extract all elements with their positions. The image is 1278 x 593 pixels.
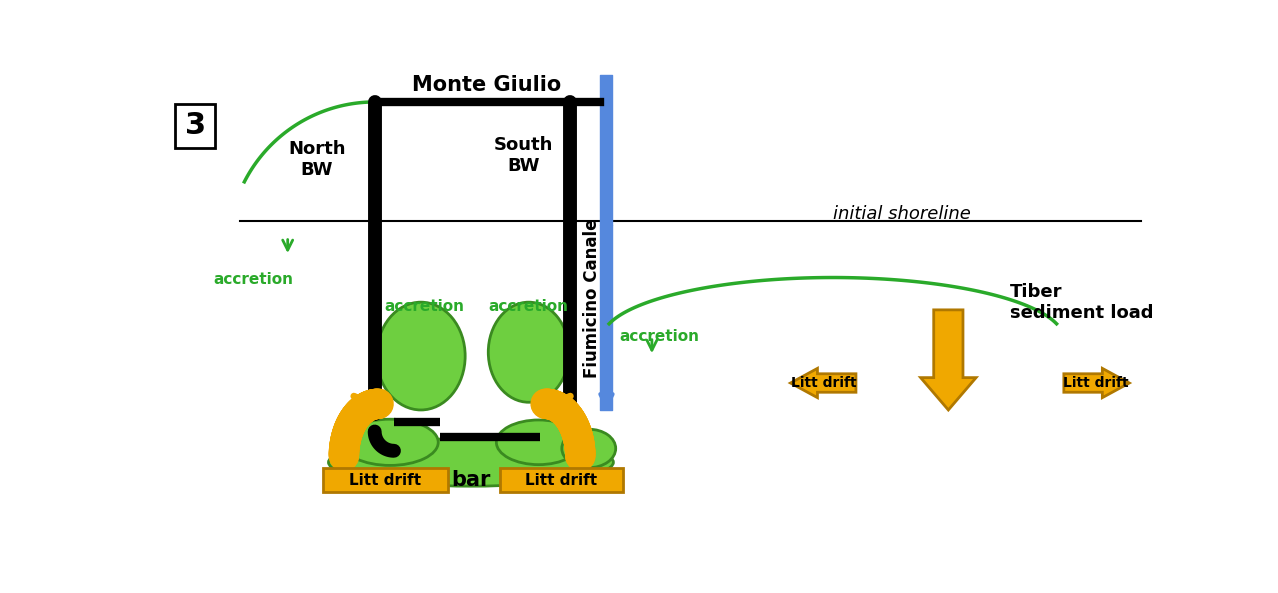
- Text: Monte Giulio: Monte Giulio: [412, 75, 561, 95]
- Text: Litt drift: Litt drift: [1063, 376, 1128, 390]
- FancyArrow shape: [1063, 368, 1130, 398]
- Text: accretion: accretion: [385, 298, 465, 314]
- Text: Litt drift: Litt drift: [525, 473, 597, 487]
- Text: accretion: accretion: [620, 329, 699, 345]
- Text: Litt drift: Litt drift: [349, 473, 422, 487]
- FancyBboxPatch shape: [175, 104, 215, 148]
- Ellipse shape: [562, 429, 616, 468]
- Text: accretion: accretion: [488, 298, 569, 314]
- FancyArrow shape: [791, 368, 856, 398]
- Text: North
BW: North BW: [289, 141, 345, 179]
- Ellipse shape: [377, 302, 465, 410]
- FancyArrow shape: [920, 310, 976, 410]
- Text: initial shoreline: initial shoreline: [833, 205, 971, 222]
- Text: accretion: accretion: [213, 272, 294, 286]
- FancyBboxPatch shape: [500, 468, 622, 492]
- Text: 3: 3: [185, 111, 206, 141]
- Ellipse shape: [488, 302, 569, 402]
- Text: Litt drift: Litt drift: [791, 376, 856, 390]
- FancyBboxPatch shape: [323, 468, 447, 492]
- Ellipse shape: [343, 419, 438, 466]
- Ellipse shape: [496, 420, 581, 465]
- Text: Fiumicino Canale: Fiumicino Canale: [583, 219, 601, 378]
- Ellipse shape: [328, 438, 613, 486]
- Text: South
BW: South BW: [493, 136, 553, 176]
- Text: Tiber
sediment load: Tiber sediment load: [1010, 283, 1154, 321]
- Text: bar: bar: [451, 470, 491, 490]
